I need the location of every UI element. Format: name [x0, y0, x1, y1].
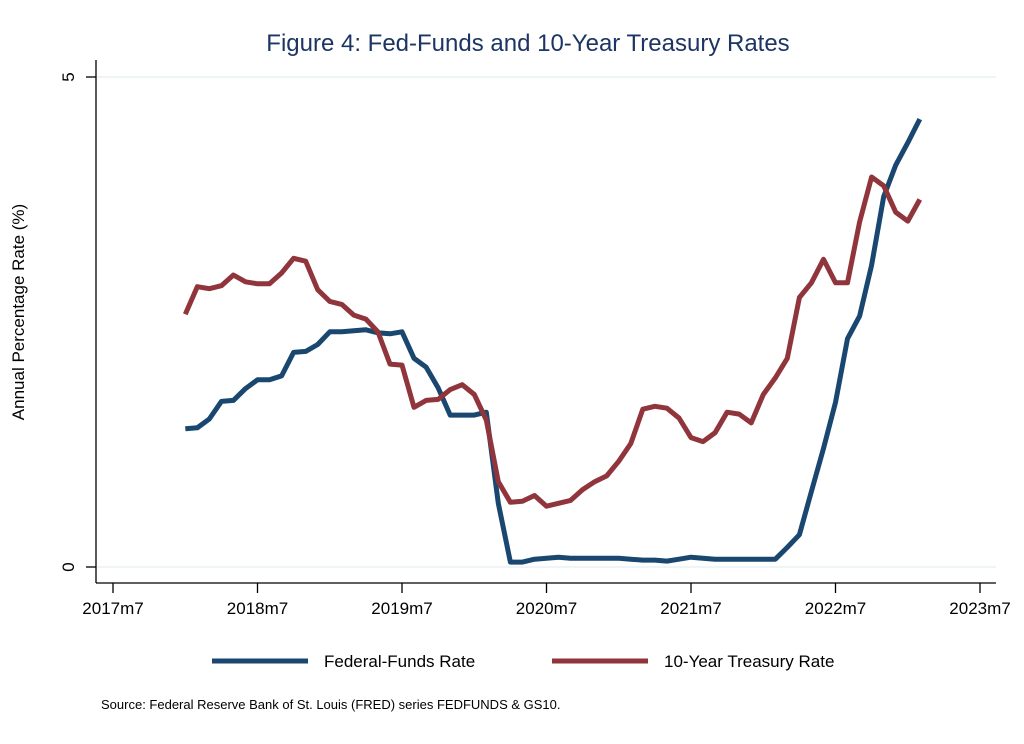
legend-item: Federal-Funds Rate	[212, 652, 475, 671]
x-tick-label: 2017m7	[82, 599, 143, 618]
legend-item: 10-Year Treasury Rate	[552, 652, 834, 671]
y-axis-label: Annual Percentage Rate (%)	[9, 204, 28, 420]
series-line-fed-funds	[185, 117, 923, 565]
x-tick-label: 2020m7	[516, 599, 577, 618]
x-tick-label: 2019m7	[371, 599, 432, 618]
y-tick-label: 5	[59, 72, 78, 81]
x-tick-label: 2021m7	[660, 599, 721, 618]
x-tick-label: 2018m7	[227, 599, 288, 618]
series-line-treasury-10y	[183, 174, 922, 509]
x-tick-label: 2022m7	[805, 599, 866, 618]
source-note: Source: Federal Reserve Bank of St. Loui…	[101, 697, 561, 712]
legend-label: 10-Year Treasury Rate	[664, 652, 834, 671]
x-tick-label: 2023m7	[949, 599, 1010, 618]
chart-title: Figure 4: Fed-Funds and 10-Year Treasury…	[266, 30, 789, 57]
y-tick-label: 0	[59, 562, 78, 571]
legend-label: Federal-Funds Rate	[324, 652, 475, 671]
